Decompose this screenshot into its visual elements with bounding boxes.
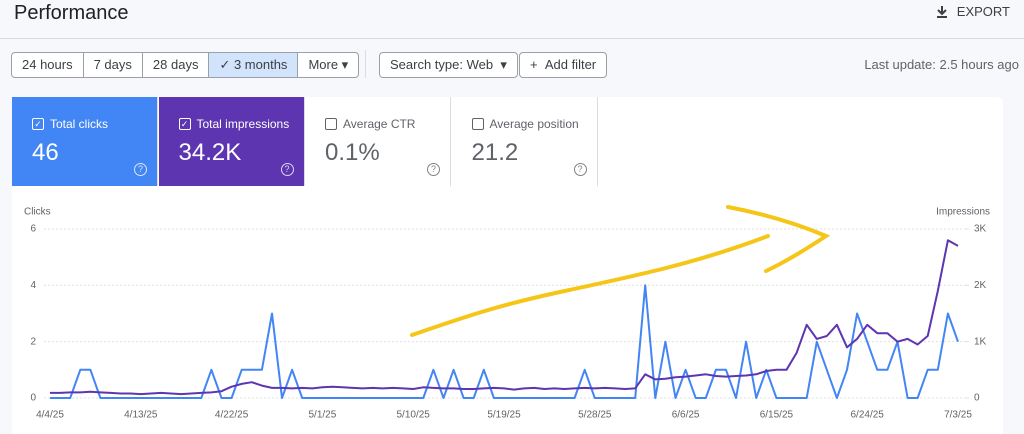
- metric-label: Total impressions: [196, 117, 290, 131]
- metric-card[interactable]: ✓ Total clicks 46?: [12, 97, 158, 186]
- metric-label: Average CTR: [343, 117, 416, 131]
- add-filter-button[interactable]: + Add filter: [519, 52, 608, 78]
- search-type-button[interactable]: Search type: Web ▾: [379, 52, 518, 78]
- help-icon: ?: [573, 163, 587, 176]
- y2-tick-label: 3K: [974, 224, 987, 235]
- metric-card[interactable]: Average position 21.2?: [451, 97, 598, 186]
- range-button[interactable]: 28 days: [143, 53, 210, 77]
- metric-header: ✓ Total clicks: [32, 117, 108, 131]
- page-title: Performance: [14, 2, 129, 24]
- metric-header: ✓ Total impressions: [178, 117, 290, 131]
- add-filter-label: Add filter: [544, 57, 597, 72]
- x-tick-label: 6/24/25: [851, 410, 885, 421]
- range-button[interactable]: ✓ 3 months: [209, 53, 299, 77]
- date-range-group: 24 hours 7 days 28 days ✓ 3 months More ▾: [11, 52, 360, 78]
- metric-value: 0.1%: [325, 139, 380, 166]
- series-line: [50, 284, 959, 399]
- metric-value: 34.2K: [178, 139, 242, 166]
- annotation-arrowhead: [726, 205, 831, 273]
- metric-header: Average CTR: [325, 117, 415, 131]
- y-tick-label: 2: [30, 336, 36, 347]
- export-label: EXPORT: [956, 4, 1010, 19]
- metric-value: 21.2: [471, 139, 519, 166]
- y2-tick-label: 2K: [974, 280, 987, 291]
- range-button[interactable]: 7 days: [84, 53, 143, 77]
- checkbox[interactable]: [471, 118, 484, 130]
- y-tick-label: 6: [30, 224, 36, 235]
- x-tick-label: 5/1/25: [308, 410, 336, 421]
- range-button[interactable]: 24 hours: [12, 53, 84, 77]
- range-button[interactable]: More ▾: [308, 57, 349, 72]
- metric-card[interactable]: ✓ Total impressions 34.2K?: [158, 97, 305, 186]
- y2-tick-label: 1K: [974, 336, 987, 347]
- x-tick-label: 7/3/25: [944, 410, 972, 421]
- last-update: Last update: 2.5 hours ago: [864, 57, 1019, 72]
- help-icon: ?: [134, 163, 147, 176]
- y-tick-label: 0: [30, 393, 36, 404]
- divider: [0, 38, 1024, 39]
- search-type-label: Search type: Web: [390, 57, 494, 72]
- y2-tick-label: 0: [974, 393, 980, 404]
- series-line: [50, 239, 959, 396]
- checkbox[interactable]: ✓: [178, 118, 191, 130]
- x-tick-label: 6/6/25: [672, 410, 700, 421]
- x-tick-label: 4/4/25: [36, 410, 64, 421]
- y-axis-title: Clicks: [24, 207, 51, 218]
- x-tick-label: 5/10/25: [397, 410, 431, 421]
- help-icon: ?: [427, 163, 440, 176]
- x-tick-label: 5/28/25: [578, 410, 612, 421]
- metric-header: Average position: [471, 117, 579, 131]
- x-tick-label: 4/22/25: [215, 410, 249, 421]
- checkbox[interactable]: ✓: [32, 118, 44, 130]
- metric-card[interactable]: Average CTR 0.1%?: [305, 97, 451, 186]
- metric-label: Total clicks: [50, 117, 109, 131]
- export-button[interactable]: EXPORT: [935, 4, 1010, 19]
- x-tick-label: 6/15/25: [760, 410, 794, 421]
- y2-axis-title: Impressions: [936, 207, 990, 218]
- x-tick-label: 5/19/25: [487, 410, 521, 421]
- checkbox[interactable]: [325, 118, 337, 130]
- y-tick-label: 4: [30, 280, 36, 291]
- export-icon: [936, 5, 947, 18]
- metric-value: 46: [32, 139, 59, 166]
- annotation-arrow: [410, 234, 770, 337]
- x-tick-label: 4/13/25: [124, 410, 158, 421]
- separator: [365, 50, 366, 78]
- help-icon: ?: [280, 163, 294, 176]
- metric-label: Average position: [489, 117, 579, 131]
